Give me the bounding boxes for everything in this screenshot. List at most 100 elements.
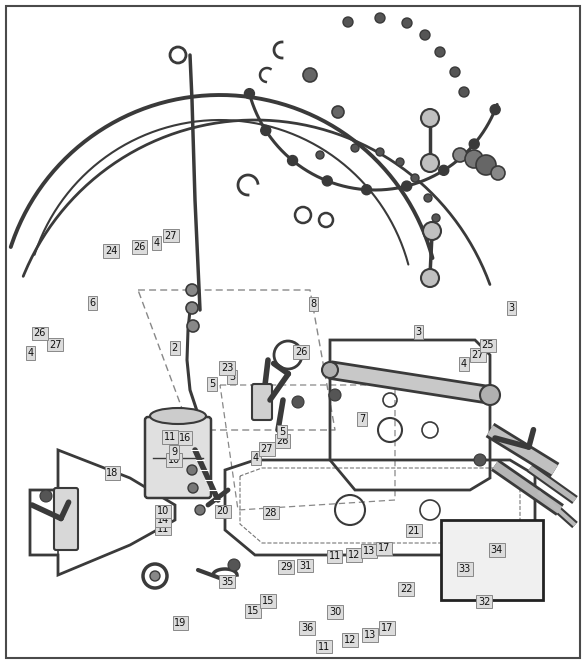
Circle shape: [244, 89, 254, 99]
Circle shape: [195, 505, 205, 515]
Text: 26: 26: [133, 242, 146, 252]
Circle shape: [474, 454, 486, 466]
Circle shape: [150, 571, 160, 581]
Text: 17: 17: [380, 623, 393, 633]
Text: 30: 30: [329, 607, 341, 618]
Text: 25: 25: [481, 340, 494, 351]
Text: 27: 27: [260, 444, 273, 454]
Text: 2: 2: [172, 343, 178, 353]
Circle shape: [402, 18, 412, 28]
Circle shape: [396, 158, 404, 166]
Circle shape: [423, 222, 441, 240]
Text: 3: 3: [229, 372, 235, 382]
Circle shape: [376, 148, 384, 156]
Circle shape: [351, 144, 359, 152]
Text: 20: 20: [216, 506, 229, 517]
Text: 24: 24: [105, 246, 118, 256]
Text: 11: 11: [164, 432, 176, 442]
Circle shape: [469, 139, 479, 149]
Circle shape: [420, 30, 430, 40]
Text: 10: 10: [157, 506, 169, 517]
Circle shape: [187, 465, 197, 475]
Text: 8: 8: [311, 299, 316, 309]
FancyBboxPatch shape: [145, 417, 211, 498]
Text: 27: 27: [471, 350, 484, 361]
Circle shape: [40, 490, 52, 502]
Text: 17: 17: [378, 543, 391, 554]
Circle shape: [292, 396, 304, 408]
Text: 4: 4: [154, 238, 159, 248]
Text: 4: 4: [461, 359, 467, 369]
Text: 26: 26: [33, 328, 46, 339]
Text: 26: 26: [295, 347, 308, 357]
Text: 13: 13: [363, 546, 375, 556]
Text: 14: 14: [157, 515, 169, 525]
Circle shape: [421, 269, 439, 287]
Text: 4: 4: [28, 348, 33, 359]
Ellipse shape: [150, 408, 206, 424]
Circle shape: [303, 68, 317, 82]
Text: 33: 33: [459, 564, 471, 574]
Text: 18: 18: [107, 467, 118, 478]
Circle shape: [288, 155, 298, 165]
Circle shape: [187, 320, 199, 332]
Circle shape: [329, 389, 341, 401]
Text: 15: 15: [262, 596, 275, 606]
Text: 9: 9: [171, 447, 177, 457]
Text: 4: 4: [253, 453, 259, 463]
Circle shape: [465, 150, 483, 168]
Text: 34: 34: [491, 544, 503, 555]
Circle shape: [362, 185, 372, 195]
Text: 28: 28: [264, 507, 277, 518]
Text: 35: 35: [221, 576, 234, 587]
Bar: [441, 520, 543, 600]
Circle shape: [188, 483, 198, 493]
Circle shape: [332, 106, 344, 118]
Text: 31: 31: [299, 560, 311, 571]
Circle shape: [491, 166, 505, 180]
Circle shape: [186, 284, 198, 296]
Text: 11: 11: [318, 641, 330, 652]
Text: 21: 21: [407, 525, 420, 536]
Circle shape: [421, 109, 439, 127]
Text: 23: 23: [221, 363, 234, 373]
Text: 7: 7: [359, 414, 365, 424]
Text: 26: 26: [276, 436, 289, 446]
Text: 5: 5: [279, 426, 285, 437]
Text: 12: 12: [343, 635, 356, 645]
Text: 11: 11: [329, 551, 340, 562]
Text: 5: 5: [209, 378, 215, 389]
Text: 29: 29: [280, 562, 292, 572]
Circle shape: [490, 105, 500, 115]
Circle shape: [261, 125, 271, 135]
Circle shape: [316, 151, 324, 159]
Circle shape: [375, 13, 385, 23]
Circle shape: [186, 302, 198, 314]
FancyBboxPatch shape: [252, 384, 272, 420]
Text: 3: 3: [415, 327, 421, 337]
Circle shape: [453, 148, 467, 162]
Text: 6: 6: [90, 297, 96, 308]
Circle shape: [439, 165, 449, 175]
Text: 16: 16: [179, 433, 190, 444]
Circle shape: [450, 67, 460, 77]
Circle shape: [228, 559, 240, 571]
Circle shape: [459, 87, 469, 97]
Text: 12: 12: [347, 550, 360, 560]
Circle shape: [480, 385, 500, 405]
Circle shape: [322, 362, 338, 378]
Circle shape: [421, 154, 439, 172]
Text: 3: 3: [509, 303, 515, 313]
Text: 27: 27: [164, 230, 177, 241]
Text: 36: 36: [301, 623, 313, 633]
Text: 15: 15: [247, 606, 260, 616]
Circle shape: [411, 174, 419, 182]
Text: 32: 32: [478, 596, 490, 607]
FancyBboxPatch shape: [54, 488, 78, 550]
Text: 22: 22: [400, 584, 413, 594]
Circle shape: [322, 176, 332, 186]
Text: 19: 19: [175, 618, 186, 628]
Circle shape: [476, 155, 496, 175]
Text: 11: 11: [157, 523, 169, 534]
Circle shape: [343, 17, 353, 27]
